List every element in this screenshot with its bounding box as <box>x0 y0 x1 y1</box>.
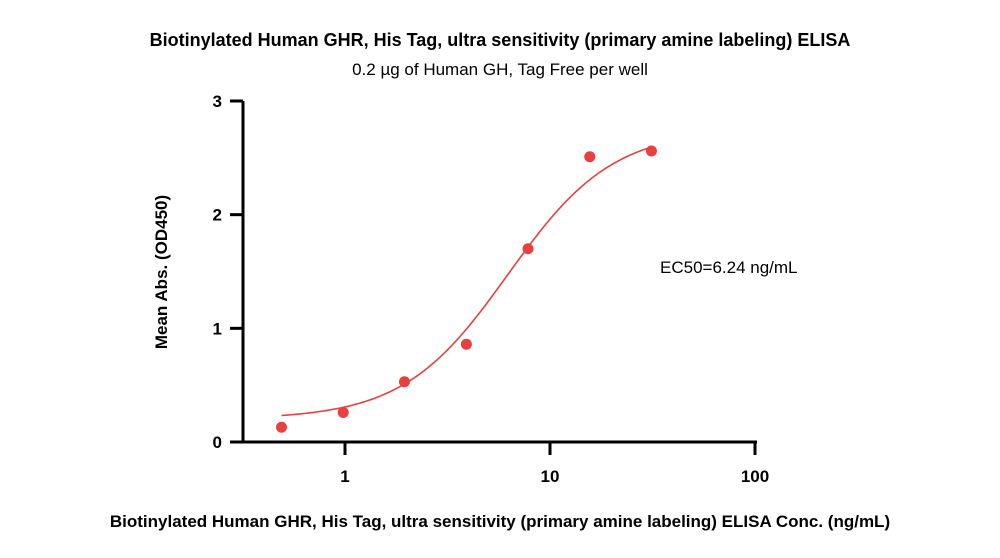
data-point <box>522 243 534 255</box>
chart-subtitle: 0.2 µg of Human GH, Tag Free per well <box>352 60 648 79</box>
chart-title: Biotinylated Human GHR, His Tag, ultra s… <box>150 30 851 50</box>
data-point <box>584 151 596 163</box>
x-tick-label: 1 <box>340 467 349 486</box>
x-tick-label: 10 <box>541 467 560 486</box>
x-ticks: 1 10 100 <box>340 442 769 486</box>
x-tick-label: 100 <box>741 467 769 486</box>
y-tick-label: 3 <box>213 92 222 111</box>
data-point <box>337 406 349 418</box>
y-ticks: 0 1 2 3 <box>213 92 243 452</box>
axes <box>232 101 757 444</box>
data-point <box>460 338 472 350</box>
data-points <box>275 145 657 433</box>
y-tick-label: 0 <box>213 433 222 452</box>
data-point <box>645 145 657 157</box>
data-point <box>275 421 287 433</box>
fit-curve <box>281 146 652 417</box>
ec50-annotation: EC50=6.24 ng/mL <box>660 258 798 277</box>
y-tick-label: 2 <box>213 206 222 225</box>
y-axis-label: Mean Abs. (OD450) <box>152 195 171 349</box>
x-axis-label: Biotinylated Human GHR, His Tag, ultra s… <box>110 512 890 531</box>
y-tick-label: 1 <box>213 319 222 338</box>
data-point <box>398 376 410 388</box>
